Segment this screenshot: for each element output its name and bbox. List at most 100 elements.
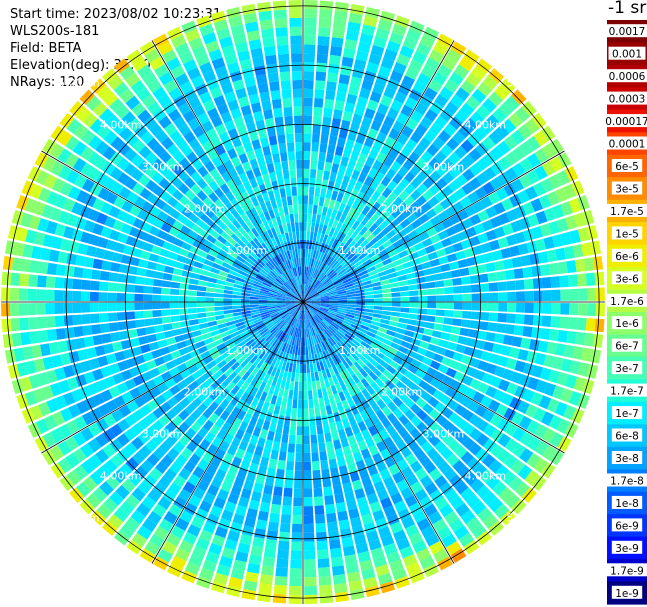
ray-gate	[482, 514, 499, 529]
ray-gate	[18, 288, 28, 301]
ray-gate	[294, 124, 303, 134]
ray-gate	[308, 267, 313, 277]
ray-gate	[45, 303, 55, 315]
ray-gate	[400, 218, 411, 229]
ray-gate	[461, 319, 471, 328]
ray-gate	[336, 341, 345, 351]
ray-gate	[548, 262, 560, 275]
ray-gate	[374, 216, 385, 227]
ray-gate	[455, 160, 469, 173]
ray-gate	[481, 372, 494, 385]
ray-gate	[448, 439, 461, 453]
ray-gate	[303, 284, 305, 294]
ray-gate	[272, 246, 279, 256]
ray-gate	[277, 244, 284, 254]
ray-gate	[275, 245, 282, 255]
ray-gate	[287, 443, 295, 453]
ray-gate	[155, 461, 169, 474]
ray-gate	[158, 475, 172, 489]
ray-gate	[135, 319, 145, 328]
ray-gate	[316, 53, 328, 64]
ray-gate	[444, 286, 454, 294]
ray-gate	[197, 479, 210, 492]
ray-gate	[252, 315, 262, 321]
ray-gate	[250, 306, 260, 311]
ray-gate	[383, 115, 395, 128]
ray-gate	[494, 503, 510, 519]
ray-gate	[274, 432, 282, 443]
ray-gate	[290, 44, 302, 54]
ray-gate	[318, 290, 328, 295]
ray-gate	[208, 180, 219, 192]
ray-gate	[241, 289, 251, 294]
ray-gate	[146, 137, 160, 151]
ray-gate	[107, 302, 117, 312]
ray-gate	[416, 347, 428, 356]
ray-gate	[410, 110, 424, 123]
ray-gate	[289, 278, 295, 287]
ray-gate	[316, 313, 324, 320]
ray-gate	[147, 79, 162, 93]
ray-gate	[348, 85, 360, 96]
ray-gate	[495, 464, 510, 480]
ray-gate	[171, 34, 187, 49]
ray-gate	[112, 372, 125, 385]
ray-gate	[446, 48, 462, 63]
ray-gate	[243, 283, 253, 288]
ray-gate	[402, 386, 414, 397]
ray-gate	[485, 385, 498, 398]
ray-gate	[216, 163, 227, 175]
ray-gate	[297, 408, 303, 418]
ray-gate	[303, 506, 314, 516]
ray-gate	[322, 244, 329, 254]
ray-gate	[275, 349, 282, 359]
ray-gate	[118, 463, 133, 478]
ray-gate	[334, 240, 342, 250]
ray-gate	[271, 257, 279, 266]
ray-gate	[307, 222, 311, 232]
ray-gate	[288, 307, 297, 314]
ray-gate	[230, 568, 245, 580]
ray-gate	[317, 261, 323, 271]
ray-gate	[372, 313, 382, 319]
ray-gate	[219, 152, 230, 164]
ray-gate	[316, 540, 328, 551]
ray-gate	[195, 340, 206, 349]
ray-gate	[503, 454, 518, 469]
ray-gate	[259, 256, 268, 265]
ray-gate	[342, 320, 352, 326]
ray-gate	[273, 584, 287, 595]
ray-gate	[240, 299, 250, 302]
ray-gate	[251, 397, 260, 408]
ray-gate	[441, 218, 453, 229]
ray-gate	[183, 460, 196, 473]
ray-gate	[381, 283, 391, 290]
ray-gate	[90, 510, 106, 526]
ray-gate	[314, 250, 320, 260]
ray-gate	[65, 452, 80, 469]
ray-gate	[227, 444, 238, 456]
ray-gate	[277, 460, 286, 470]
ray-gate	[248, 254, 257, 263]
ray-gate	[563, 405, 577, 421]
ray-gate	[58, 165, 72, 180]
azimuth-line	[302, 301, 455, 564]
colorbar-label-box	[611, 540, 643, 554]
ray-gate	[342, 260, 352, 269]
ray-gate	[311, 381, 317, 391]
ray-gate	[121, 478, 136, 493]
ray-gate	[333, 582, 348, 594]
ray-gate	[389, 521, 404, 534]
ray-gate	[141, 94, 156, 109]
ray-gate	[80, 162, 94, 177]
ray-gate	[389, 219, 400, 229]
ray-gate	[197, 133, 210, 146]
ray-gate	[304, 26, 317, 36]
ray-gate	[270, 395, 278, 405]
ray-gate	[89, 118, 105, 134]
ray-gate	[278, 224, 285, 235]
ray-gate	[252, 536, 265, 548]
ray-gate	[96, 212, 108, 225]
ray-gate	[208, 325, 219, 332]
ray-gate	[210, 379, 221, 390]
